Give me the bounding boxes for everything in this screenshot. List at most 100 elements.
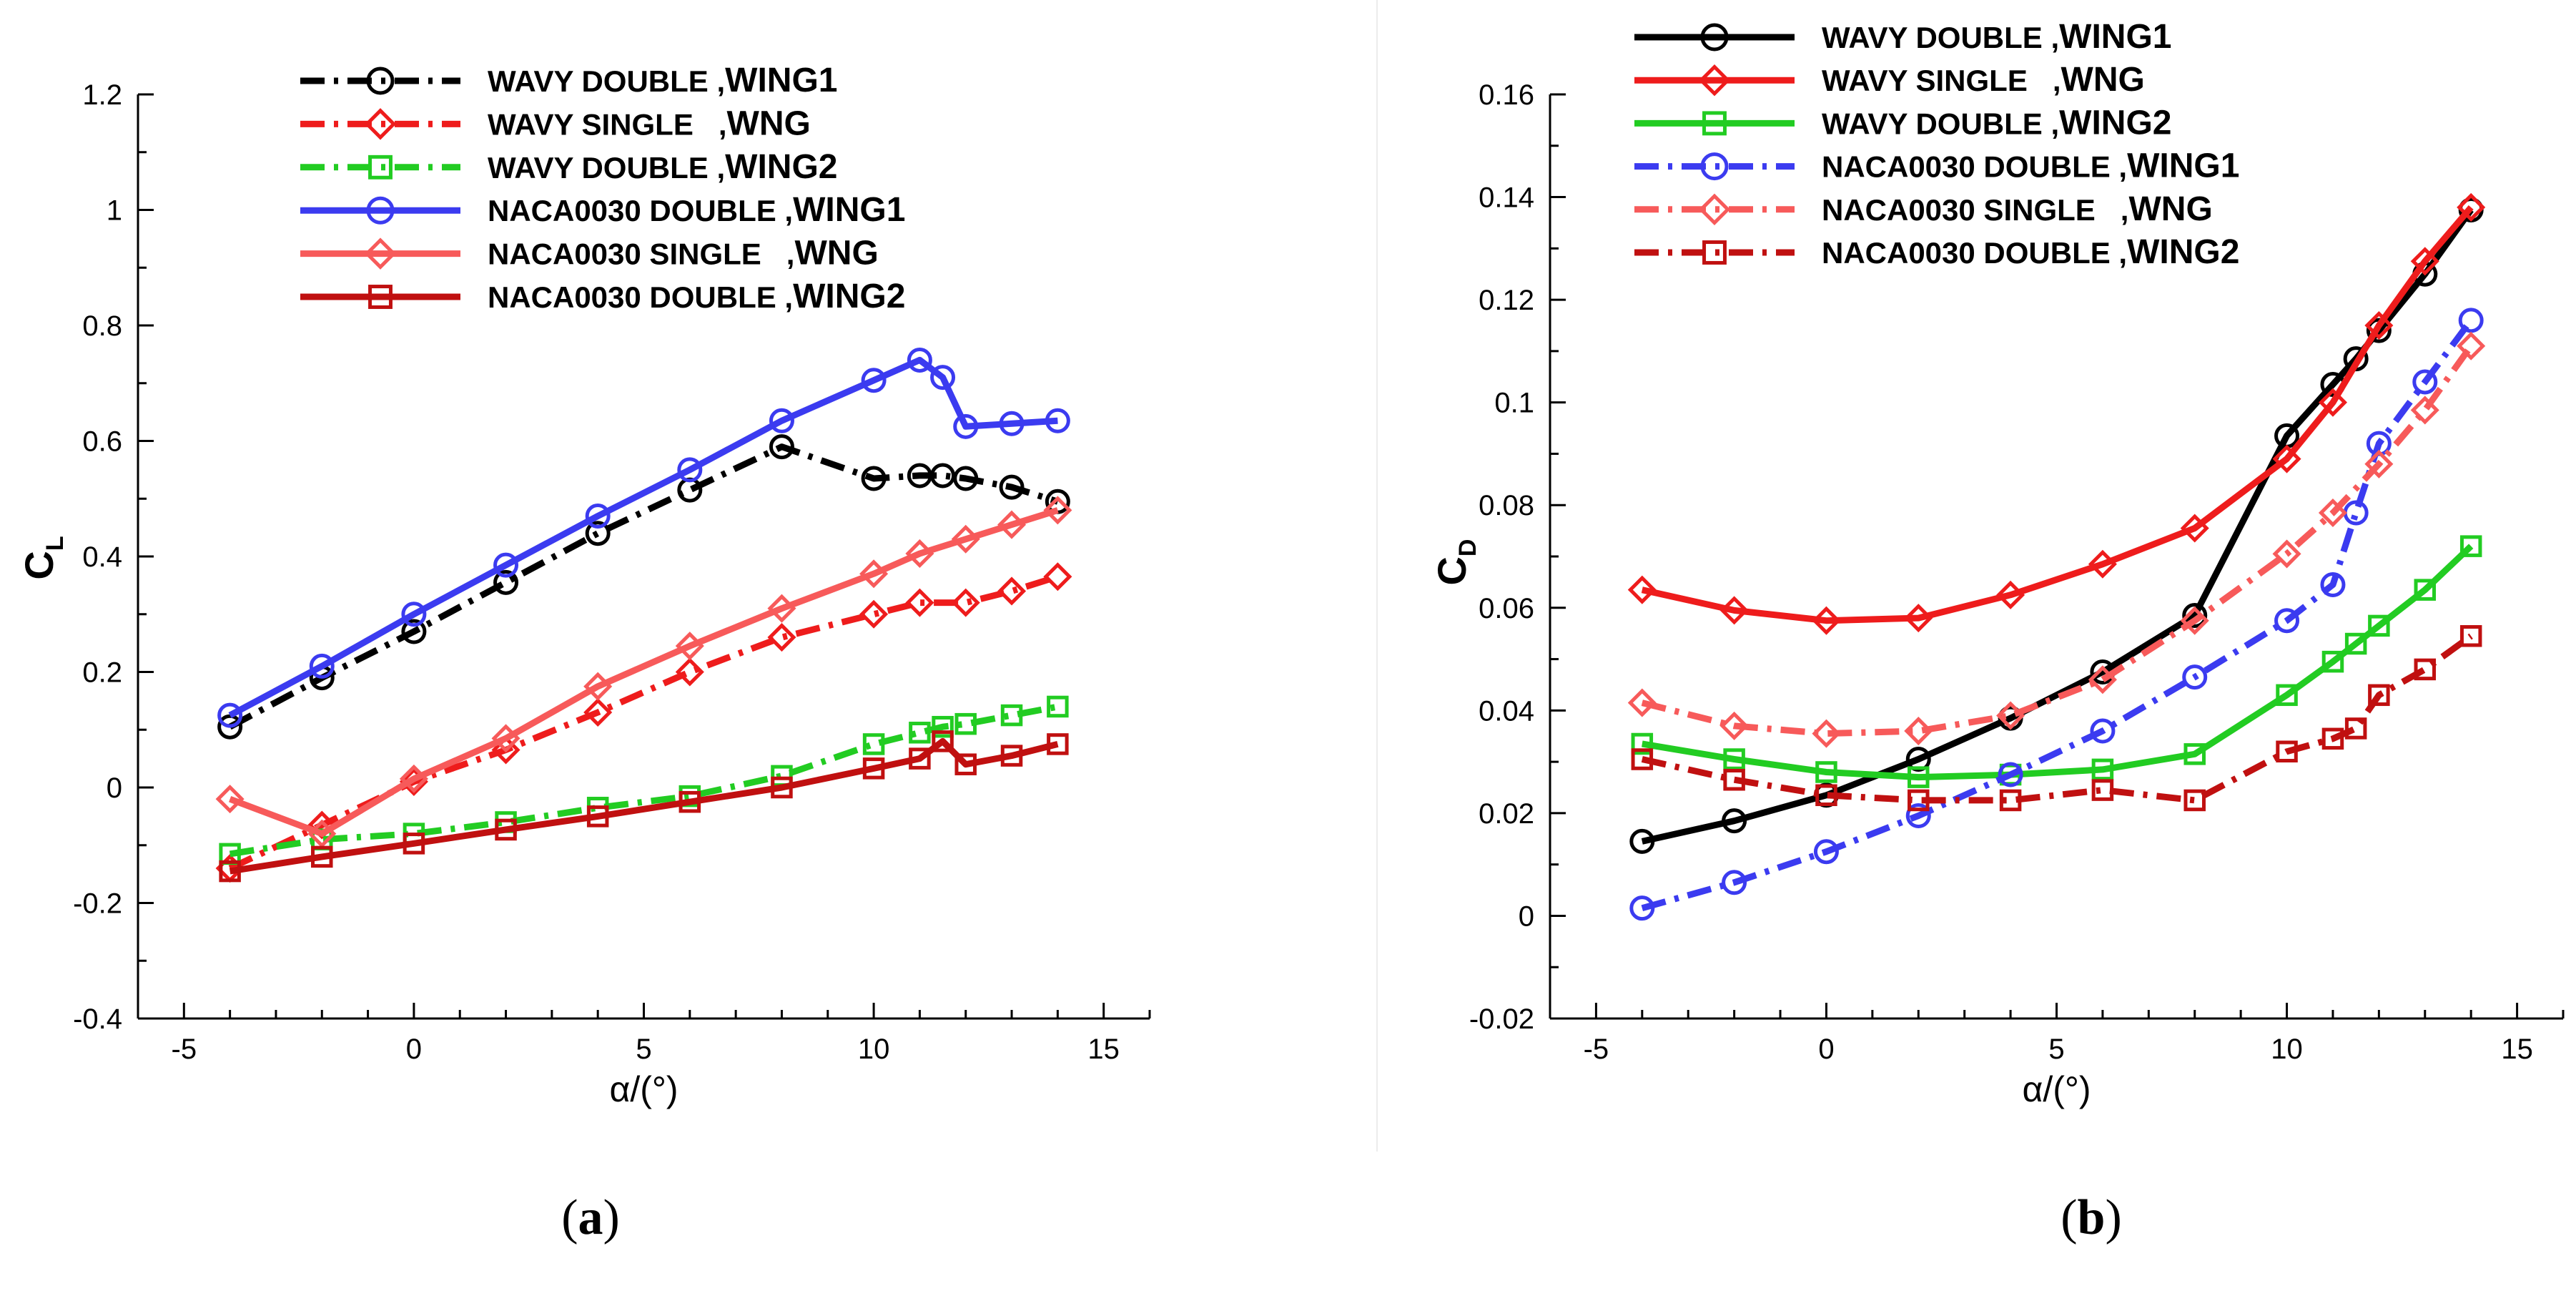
data-point	[859, 559, 889, 589]
y-tick-label: -0.4	[73, 1003, 122, 1035]
data-point	[2088, 549, 2117, 579]
y-tick-label: -0.2	[73, 888, 122, 920]
data-point	[2459, 535, 2482, 557]
data-point	[1723, 748, 1745, 770]
data-point	[932, 715, 954, 738]
data-point	[862, 733, 885, 755]
data-point	[677, 477, 703, 503]
x-axis-label: α/(°)	[2022, 1069, 2091, 1109]
data-point	[2410, 396, 2439, 425]
legend-marker	[1698, 193, 1731, 226]
data-point	[585, 503, 611, 529]
legend-label: WAVY DOUBLE ,WING2	[1822, 104, 2172, 142]
legend-label: WAVY DOUBLE ,WING1	[1822, 18, 2172, 56]
legend-marker	[364, 108, 397, 140]
legend-entry: NACA0030 DOUBLE ,WING2	[1634, 233, 2239, 271]
data-point	[2344, 717, 2367, 740]
data-point	[2320, 571, 2346, 597]
data-point	[1631, 732, 1654, 755]
legend-label: WAVY DOUBLE ,WING2	[488, 148, 838, 186]
series-line	[1641, 318, 2474, 912]
data-point	[2182, 603, 2208, 629]
data-point	[2274, 608, 2300, 634]
legend-marker	[1698, 64, 1731, 97]
y-tick-label: 0.1	[1494, 388, 1534, 419]
data-point	[1629, 895, 1655, 921]
legend-entry: WAVY SINGLE ,WNG	[1634, 61, 2145, 99]
data-point	[954, 753, 977, 775]
data-point	[2457, 192, 2486, 222]
data-point	[2272, 444, 2301, 473]
data-point	[1904, 717, 1933, 746]
series-5	[1627, 331, 2486, 748]
data-point	[862, 757, 885, 780]
series-line	[1641, 344, 2474, 737]
data-point	[2414, 658, 2437, 681]
legend-marker	[1700, 152, 1729, 181]
legend-entry: WAVY DOUBLE ,WING1	[300, 62, 838, 99]
legend-marker	[368, 285, 393, 309]
data-point	[1627, 575, 1657, 604]
legend-label: NACA0030 DOUBLE ,WING1	[1822, 147, 2239, 185]
data-point	[307, 819, 337, 848]
data-point	[1813, 839, 1839, 865]
data-point	[2090, 718, 2116, 744]
data-point	[495, 818, 517, 841]
data-point	[771, 776, 793, 799]
y-tick-label: 0.12	[1479, 285, 1534, 316]
chart-panel-b: -0.02 0 0.02 0.04 0.06 0.08 0.1 0.12 0.14 0.16 -5 0…	[1429, 18, 2565, 1245]
data-point	[1812, 606, 1841, 635]
x-tick-label: 15	[2501, 1034, 2533, 1065]
data-point	[491, 735, 520, 765]
data-point	[583, 697, 613, 727]
data-point	[1908, 766, 1930, 788]
x-tick-label: -5	[1584, 1034, 1609, 1065]
data-point	[767, 623, 796, 652]
series-line	[229, 507, 1059, 838]
data-point	[401, 619, 427, 644]
data-point	[1045, 408, 1070, 433]
x-tick-label: -5	[172, 1034, 197, 1065]
data-point	[932, 730, 954, 752]
data-point	[675, 657, 704, 687]
data-point	[930, 463, 956, 489]
legend-entry: WAVY DOUBLE ,WING1	[1634, 18, 2172, 56]
data-point	[1631, 748, 1654, 770]
data-point	[677, 457, 703, 483]
series-3	[1631, 535, 2482, 788]
data-point	[2276, 740, 2298, 763]
data-point	[1905, 802, 1931, 828]
legend-marker	[1702, 240, 1727, 265]
x-tick-label: 10	[2271, 1034, 2303, 1065]
data-point	[2364, 449, 2394, 478]
data-point	[771, 765, 793, 787]
data-point	[1047, 733, 1069, 755]
legend-label: NACA0030 DOUBLE ,WING1	[488, 191, 905, 229]
legend-marker	[1700, 23, 1729, 51]
y-tick-label: 0.6	[82, 426, 122, 458]
series-4	[217, 347, 1070, 728]
data-point	[1722, 808, 1747, 834]
data-point	[2412, 369, 2438, 395]
series-line	[1642, 544, 2474, 781]
data-point	[2318, 388, 2347, 417]
data-point	[1047, 695, 1069, 718]
data-point	[1000, 704, 1023, 727]
series-line	[228, 356, 1058, 719]
data-point	[1815, 761, 1837, 783]
data-point	[1043, 562, 1072, 591]
data-point	[999, 474, 1025, 500]
data-point	[399, 764, 428, 793]
data-point	[309, 653, 335, 679]
series-line	[1641, 633, 2473, 804]
data-point	[930, 365, 956, 391]
data-point	[767, 594, 796, 623]
data-point	[2414, 579, 2437, 601]
x-tick-label: 0	[1818, 1034, 1834, 1065]
legend-label: NACA0030 DOUBLE ,WING2	[1822, 233, 2239, 271]
data-point	[2088, 665, 2117, 694]
x-axis-label: α/(°)	[609, 1069, 678, 1109]
y-axis-label: CD	[1429, 539, 1481, 585]
series-5	[215, 496, 1072, 848]
legend-entry: NACA0030 SINGLE ,WNG	[300, 235, 879, 273]
